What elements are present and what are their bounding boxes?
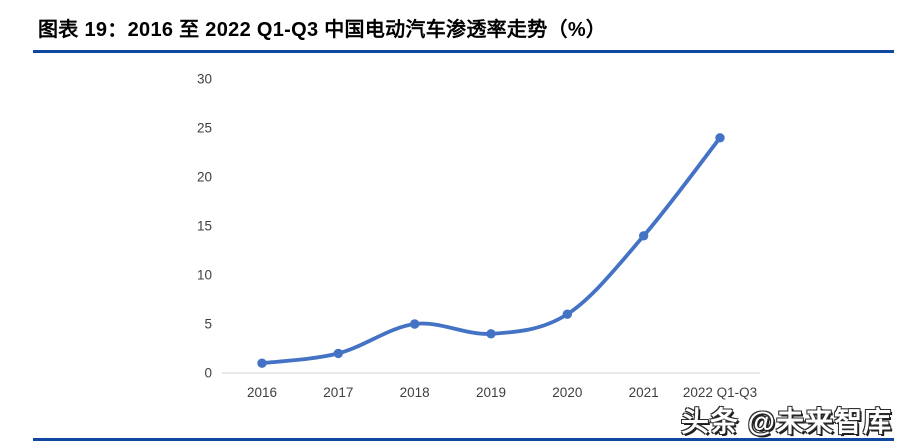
figure-title: 图表 19：2016 至 2022 Q1-Q3 中国电动汽车渗透率走势（%） bbox=[38, 19, 607, 41]
y-axis-labels: 0 5 10 15 20 25 30 bbox=[197, 72, 212, 381]
data-point bbox=[486, 329, 496, 339]
y-tick-label: 0 bbox=[204, 366, 212, 381]
y-tick-label: 5 bbox=[204, 317, 212, 332]
y-tick-label: 20 bbox=[197, 170, 212, 185]
data-point bbox=[257, 358, 267, 368]
data-point bbox=[715, 133, 725, 143]
footer-divider bbox=[33, 438, 894, 441]
x-tick-label: 2016 bbox=[247, 385, 277, 400]
x-tick-label: 2020 bbox=[552, 385, 582, 400]
data-point-markers bbox=[257, 133, 725, 368]
x-tick-label: 2022 Q1-Q3 bbox=[683, 385, 757, 400]
x-tick-label: 2019 bbox=[476, 385, 506, 400]
watermark: 头条 @未来智库 bbox=[680, 406, 892, 437]
data-point bbox=[333, 348, 344, 359]
x-tick-label: 2017 bbox=[323, 385, 353, 400]
data-point bbox=[638, 231, 649, 241]
y-tick-label: 30 bbox=[197, 72, 212, 87]
x-tick-label: 2021 bbox=[629, 385, 659, 400]
y-tick-label: 10 bbox=[197, 268, 212, 283]
y-tick-label: 15 bbox=[197, 219, 212, 234]
data-point bbox=[562, 309, 573, 319]
x-axis-labels: 2016 2017 2018 2019 2020 2021 2022 Q1-Q3 bbox=[247, 385, 757, 400]
data-point bbox=[409, 319, 420, 329]
title-divider bbox=[33, 50, 894, 53]
y-tick-label: 25 bbox=[197, 121, 212, 136]
x-tick-label: 2018 bbox=[400, 385, 430, 400]
